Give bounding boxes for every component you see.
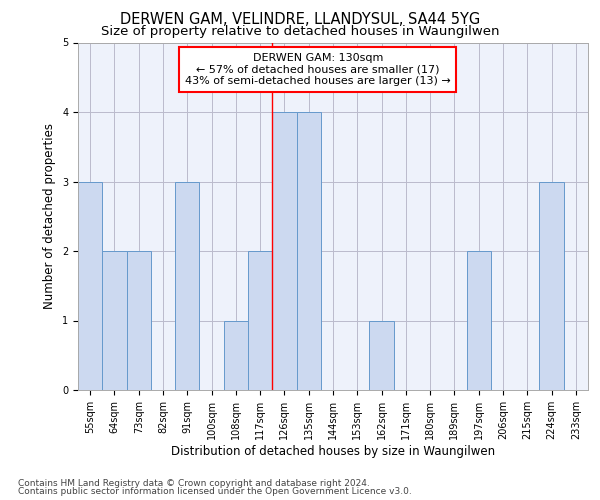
Text: DERWEN GAM: 130sqm
← 57% of detached houses are smaller (17)
43% of semi-detache: DERWEN GAM: 130sqm ← 57% of detached hou… <box>185 53 451 86</box>
Bar <box>539 182 564 390</box>
Bar <box>296 112 321 390</box>
Bar <box>102 251 127 390</box>
Bar <box>272 112 296 390</box>
X-axis label: Distribution of detached houses by size in Waungilwen: Distribution of detached houses by size … <box>171 444 495 458</box>
Text: Contains public sector information licensed under the Open Government Licence v3: Contains public sector information licen… <box>18 487 412 496</box>
Y-axis label: Number of detached properties: Number of detached properties <box>43 123 56 309</box>
Bar <box>175 182 199 390</box>
Bar <box>370 320 394 390</box>
Text: DERWEN GAM, VELINDRE, LLANDYSUL, SA44 5YG: DERWEN GAM, VELINDRE, LLANDYSUL, SA44 5Y… <box>120 12 480 28</box>
Text: Size of property relative to detached houses in Waungilwen: Size of property relative to detached ho… <box>101 25 499 38</box>
Text: Contains HM Land Registry data © Crown copyright and database right 2024.: Contains HM Land Registry data © Crown c… <box>18 478 370 488</box>
Bar <box>248 251 272 390</box>
Bar <box>127 251 151 390</box>
Bar <box>467 251 491 390</box>
Bar <box>78 182 102 390</box>
Bar <box>224 320 248 390</box>
